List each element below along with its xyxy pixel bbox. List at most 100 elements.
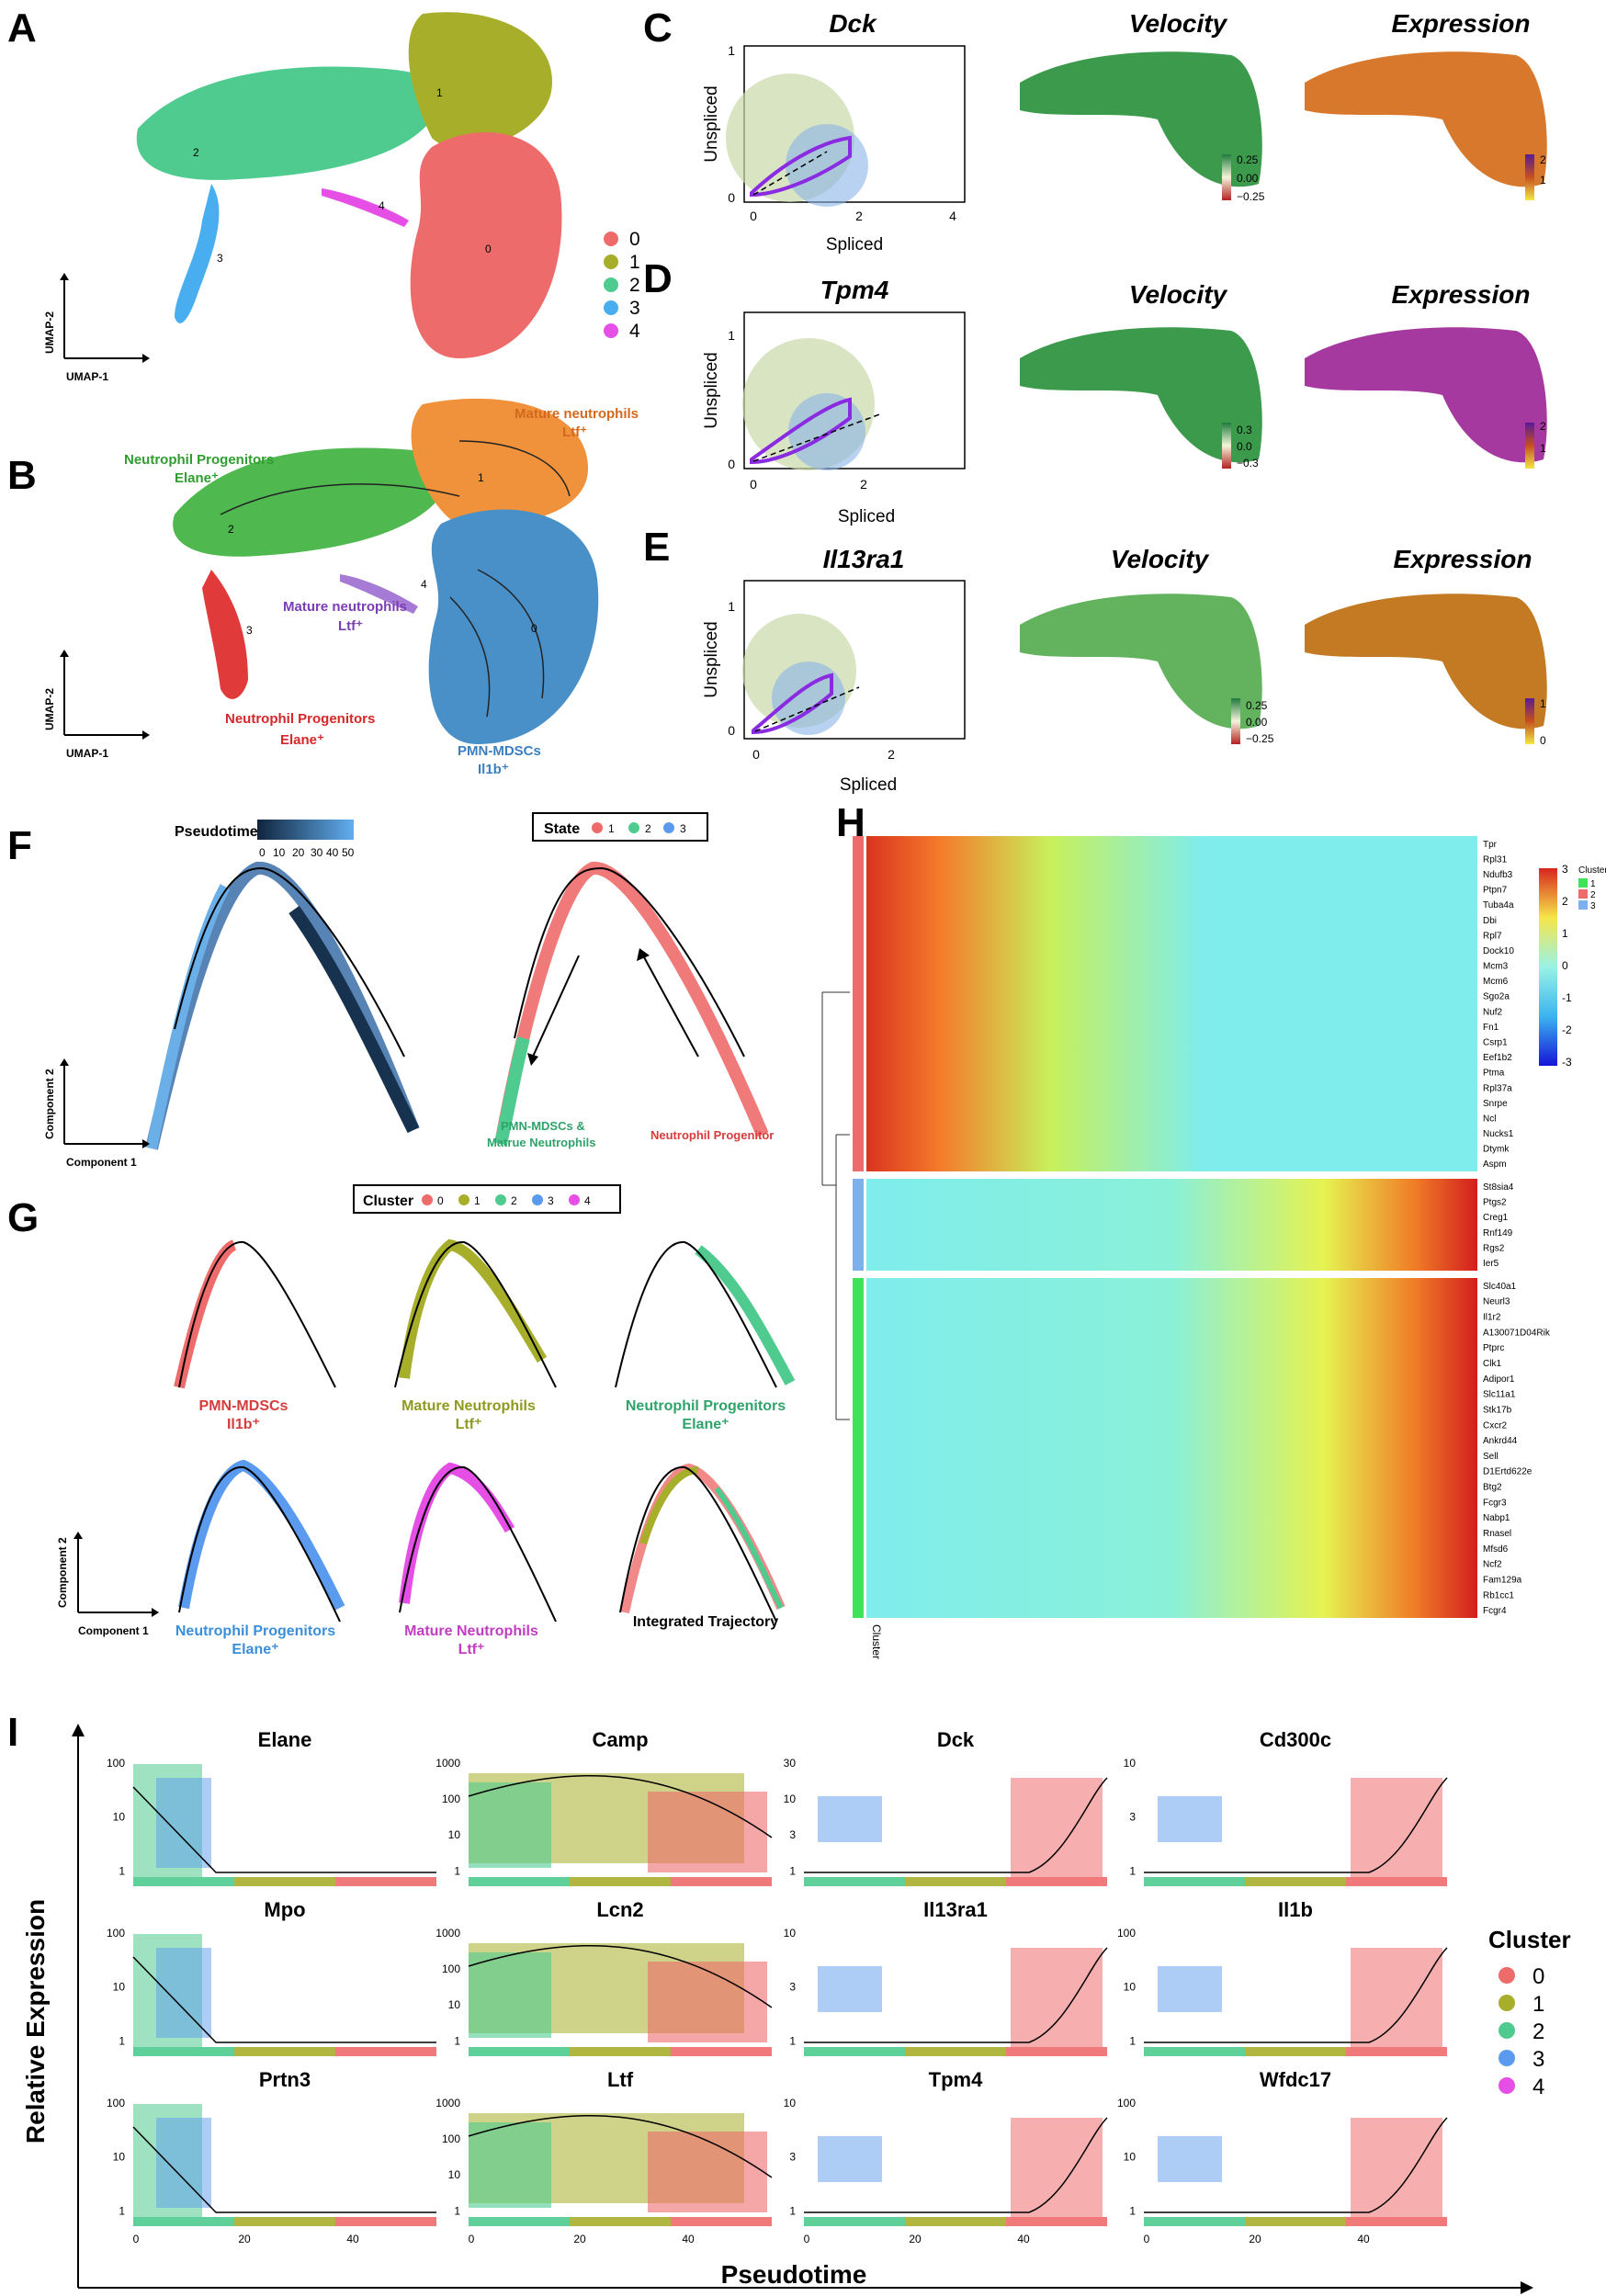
heatmap-gene-label: Neurl3 xyxy=(1483,1297,1510,1307)
heatmap-gene-label: Rpl37a xyxy=(1483,1083,1512,1093)
umap-axes-a: UMAP-1 UMAP-2 xyxy=(43,273,150,383)
heatmap-gene-label: Ptgs2 xyxy=(1483,1198,1507,1208)
heatmap-body xyxy=(866,836,1477,1618)
gene-panel-title: Lcn2 xyxy=(596,1898,643,1921)
expression-umap-d xyxy=(1305,327,1547,463)
heatmap-gene-label: Sgo2a xyxy=(1483,992,1510,1002)
velocity-title-e: Velocity xyxy=(1111,545,1210,573)
y-tick: 10 xyxy=(113,2151,126,2164)
y-tick: 100 xyxy=(442,2132,460,2145)
heatmap-gene-labels: Tpr Rpl31 Ndufb3 Ptpn7 Tuba4a Dbi Rpl7 Dock10 Mc… xyxy=(1483,840,1551,1616)
expr-tick-e-1: 0 xyxy=(1540,734,1546,747)
axis-y-f: Component 2 xyxy=(43,1069,56,1139)
phase-portrait-c: 1 0 0 2 4 Spliced Unspliced xyxy=(702,43,966,254)
x-tick: 20 xyxy=(1249,2233,1261,2245)
expr-tick-c-0: 2 xyxy=(1540,153,1546,166)
gene-scatter-grid: Elane100101Camp1000100101Dck301031Cd300c… xyxy=(107,1728,1448,2245)
y-tick-e-1: 1 xyxy=(728,599,735,614)
axis-x-a: UMAP-1 xyxy=(66,370,108,383)
y-tick: 10 xyxy=(448,1828,461,1841)
legend-label-1: 1 xyxy=(629,252,640,273)
gene-panel-title: Il1b xyxy=(1278,1898,1313,1921)
svg-text:4: 4 xyxy=(379,199,385,212)
state-legend: State 1 2 3 xyxy=(532,812,708,842)
x-tick-c-0: 0 xyxy=(750,209,757,223)
panel-label-c: C xyxy=(643,6,673,51)
gene-panel-title: Il13ra1 xyxy=(923,1898,988,1921)
x-tick: 40 xyxy=(1357,2233,1370,2245)
cluster-legend-g: Cluster 0 1 2 3 4 xyxy=(353,1184,621,1214)
y-tick: 10 xyxy=(784,1927,797,1940)
pseudotime-legend: Pseudotime 0 10 20 30 40 50 xyxy=(175,820,355,859)
facet-3-line1: Neutrophil Progenitors xyxy=(175,1623,335,1639)
cell-type-annotations-b: Mature neutrophils Ltf⁺ Neutrophil Proge… xyxy=(124,406,639,777)
cluster-legend-i-title: Cluster xyxy=(1488,1926,1571,1953)
ylabel-e: Unspliced xyxy=(702,621,721,697)
annotation-mature-neutrophils-purple: Mature neutrophils xyxy=(283,599,407,615)
annotation-neutrophil-progenitors-green-marker: Elane⁺ xyxy=(175,470,219,486)
heatmap-cluster-legend-title: Cluster xyxy=(1578,865,1606,876)
legend-dot-0 xyxy=(604,232,618,246)
xlabel-c: Spliced xyxy=(826,235,883,254)
gene-panel-camp: Camp 1000 100 10 1 xyxy=(435,1728,773,1886)
ylabel-c: Unspliced xyxy=(702,85,721,162)
velocity-umap-d xyxy=(1020,327,1262,463)
panel-b: B 1 2 0 3 4 Mature neutrophils Ltf⁺ Neut… xyxy=(7,398,639,777)
cluster-g-4: 4 xyxy=(584,1194,591,1207)
i-ylabel: Relative Expression xyxy=(21,1899,50,2143)
state-2: 2 xyxy=(645,822,651,835)
annotation-pmn-mdscs: PMN-MDSCs xyxy=(458,743,541,759)
facet-3-line2: Elane⁺ xyxy=(232,1642,278,1657)
heatmap-gene-label: Mfsd6 xyxy=(1483,1544,1509,1555)
pseudotime-tick-0: 0 xyxy=(259,846,266,859)
heatmap-gene-label: St8sia4 xyxy=(1483,1182,1514,1193)
y-tick: 1 xyxy=(1129,2034,1136,2047)
pseudotime-legend-title: Pseudotime xyxy=(175,824,258,840)
y-tick-d-0: 0 xyxy=(728,457,735,471)
heatmap-scale: 3 2 1 0 -1 -2 -3 Cluster 1 2 3 xyxy=(1539,863,1606,1069)
pseudotime-tick-40: 40 xyxy=(326,846,339,859)
gene-panel-title: Ltf xyxy=(607,2068,634,2091)
legend-dot-4 xyxy=(604,323,618,338)
annotation-neutrophil-progenitors-green: Neutrophil Progenitors xyxy=(124,452,274,468)
y-tick: 100 xyxy=(1117,2097,1136,2109)
velocity-colorbar-e: 0.25 0.00 −0.25 xyxy=(1231,698,1274,745)
heatmap-gene-label: D1Ertd622e xyxy=(1483,1467,1532,1477)
heatmap-gene-label: Slc11a1 xyxy=(1483,1390,1516,1400)
y-tick: 1 xyxy=(789,1864,796,1877)
annotation-mature-neutrophils-top-marker: Ltf⁺ xyxy=(562,424,587,440)
expression-title-c: Expression xyxy=(1392,9,1531,38)
svg-text:2: 2 xyxy=(193,146,199,159)
expression-colorbar-e: 1 0 xyxy=(1525,697,1546,747)
i-xlabel: Pseudotime xyxy=(721,2260,867,2289)
y-tick: 1 xyxy=(789,2034,796,2047)
y-tick-c-1: 1 xyxy=(728,43,735,58)
gene-panel-title: Cd300c xyxy=(1260,1728,1331,1751)
facet-2-line2: Elane⁺ xyxy=(682,1417,729,1432)
facet-5-line1: Integrated Trajectory xyxy=(633,1614,778,1630)
y-tick: 10 xyxy=(1124,1981,1137,1994)
x-tick: 0 xyxy=(1144,2233,1150,2245)
panel-c: C Dck 1 0 0 2 4 Spliced Unspliced Veloci… xyxy=(643,6,1547,254)
heatmap-gene-label: Nuf2 xyxy=(1483,1007,1503,1017)
svg-text:4: 4 xyxy=(421,578,427,591)
facet-4-line2: Ltf⁺ xyxy=(458,1642,485,1657)
x-tick: 20 xyxy=(909,2233,922,2245)
gene-title-d: Tpm4 xyxy=(820,276,889,304)
y-tick: 1 xyxy=(119,2034,125,2047)
gene-panel-dck: Dck 30 10 3 1 xyxy=(784,1728,1108,1886)
pseudotime-tick-30: 30 xyxy=(311,846,323,859)
cluster-g-0: 0 xyxy=(437,1194,444,1207)
svg-text:0: 0 xyxy=(485,243,492,255)
heatmap-gene-label: Ptma xyxy=(1483,1069,1505,1079)
svg-text:3: 3 xyxy=(217,252,223,265)
annotation-mature-neutrophils-top: Mature neutrophils xyxy=(515,406,639,422)
pseudotime-tick-50: 50 xyxy=(342,846,355,859)
y-tick-e-0: 0 xyxy=(728,723,735,738)
x-tick: 0 xyxy=(133,2233,140,2245)
scale-tick-neg1: -1 xyxy=(1562,991,1572,1004)
expr-tick-c-1: 1 xyxy=(1540,174,1546,187)
heatmap-gene-label: Eef1b2 xyxy=(1483,1053,1512,1063)
